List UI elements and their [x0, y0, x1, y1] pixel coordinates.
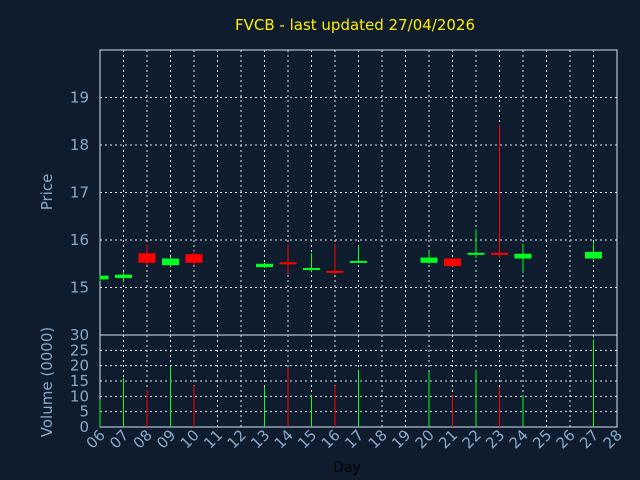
x-tick-label: 15 — [294, 426, 320, 452]
x-tick-label: 10 — [177, 426, 203, 452]
candle-body — [256, 263, 273, 268]
candle-body — [279, 262, 297, 265]
volume-tick-label: 20 — [70, 357, 89, 375]
candle-body — [162, 258, 179, 266]
candle-body — [467, 252, 485, 255]
x-tick-label: 16 — [318, 426, 344, 452]
volume-axis-label: Volume (0000) — [38, 327, 56, 437]
volume-panel: 0510152025300607080910111213141516171819… — [70, 326, 626, 452]
x-tick-label: 28 — [600, 426, 626, 452]
x-tick-label: 18 — [365, 426, 391, 452]
candle-body — [326, 270, 344, 273]
x-tick-label: 11 — [200, 426, 226, 452]
candle-body — [138, 253, 156, 263]
candle-body — [303, 268, 320, 271]
price-tick-label: 17 — [70, 184, 89, 202]
x-tick-label: 22 — [459, 426, 485, 452]
volume-tick-label: 15 — [70, 372, 89, 390]
candle-body — [585, 251, 602, 259]
x-tick-label: 25 — [529, 426, 555, 452]
x-tick-label: 09 — [153, 426, 179, 452]
x-tick-label: 12 — [224, 426, 250, 452]
candle-body — [185, 254, 203, 263]
price-axis-label: Price — [38, 174, 56, 211]
x-tick-label: 21 — [435, 426, 461, 452]
x-tick-label: 07 — [106, 426, 132, 452]
price-panel: 15 16 17 18 19 — [70, 49, 618, 336]
x-tick-label: 13 — [247, 426, 273, 452]
volume-tick-label: 5 — [79, 403, 89, 421]
candle-body — [350, 260, 367, 263]
x-tick-label: 17 — [341, 426, 367, 452]
x-tick-label: 27 — [576, 426, 602, 452]
x-tick-label: 19 — [388, 426, 414, 452]
volume-tick-label: 25 — [70, 341, 89, 359]
x-tick-label: 14 — [271, 426, 297, 452]
price-tick-label: 15 — [70, 279, 89, 297]
candle-body — [115, 274, 132, 278]
x-tick-label: 23 — [482, 426, 508, 452]
x-tick-label: 26 — [553, 426, 579, 452]
x-axis-label: Day — [333, 460, 361, 476]
candle-body — [420, 257, 438, 263]
volume-tick-label: 30 — [70, 326, 89, 344]
chart-title: FVCB - last updated 27/04/2026 — [235, 16, 475, 34]
candle-body — [100, 275, 109, 280]
price-tick-label: 16 — [70, 231, 89, 249]
x-tick-label: 08 — [130, 426, 156, 452]
x-tick-label: 24 — [506, 426, 532, 452]
price-tick-label: 18 — [70, 136, 89, 154]
volume-tick-label: 0 — [79, 418, 89, 436]
price-panel-frame — [99, 49, 618, 336]
candle-body — [444, 258, 461, 267]
x-tick-label: 20 — [412, 426, 438, 452]
candle-body — [514, 253, 532, 259]
volume-tick-label: 10 — [70, 387, 89, 405]
candle-body — [491, 252, 508, 255]
price-tick-label: 19 — [70, 89, 89, 107]
